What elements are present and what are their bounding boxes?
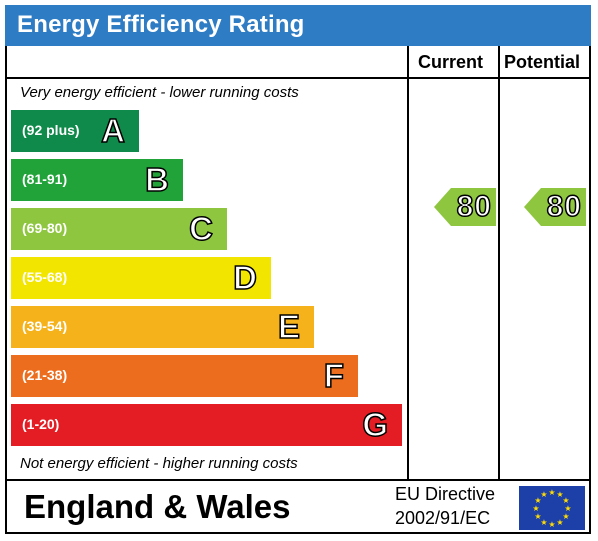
band-range: (55-68) [22, 269, 68, 285]
band-d: (55-68) D [11, 257, 271, 299]
band-range: (21-38) [22, 367, 68, 383]
svg-text:★: ★ [556, 518, 563, 527]
band-range: (81-91) [22, 171, 68, 187]
top-note: Very energy efficient - lower running co… [20, 84, 299, 101]
band-letter: G [362, 405, 389, 444]
title-bar: Energy Efficiency Rating [5, 5, 591, 46]
chart-title: Energy Efficiency Rating [17, 11, 305, 38]
bottom-note: Not energy efficient - higher running co… [20, 455, 298, 472]
svg-text:★: ★ [562, 512, 569, 521]
band-range: (1-20) [22, 416, 60, 432]
potential-column-left-divider [498, 46, 500, 480]
eu-flag-icon: ★ ★ ★ ★ ★ ★ ★ ★ ★ ★ ★ ★ [519, 486, 585, 530]
band-range: (92 plus) [22, 122, 80, 138]
band-c: (69-80) C [11, 208, 227, 250]
band-letter: C [188, 209, 213, 248]
band-f: (21-38) F [11, 355, 358, 397]
directive-line-2: 2002/91/EC [395, 508, 491, 528]
potential-rating-arrow: 80 [524, 188, 586, 226]
header-divider [5, 77, 591, 79]
band-a: (92 plus) A [11, 110, 139, 152]
arrow-shape-icon [524, 188, 586, 226]
svg-text:★: ★ [562, 496, 569, 505]
svg-text:★: ★ [556, 490, 563, 499]
region-label: England & Wales [24, 488, 291, 525]
band-letter: B [144, 160, 169, 199]
potential-column-header: Potential [504, 52, 581, 72]
svg-text:★: ★ [548, 520, 555, 529]
band-e: (39-54) E [11, 306, 314, 348]
band-b: (81-91) B [11, 159, 183, 201]
band-letter: A [100, 111, 125, 150]
band-letter: D [232, 258, 257, 297]
svg-text:★: ★ [534, 496, 541, 505]
svg-text:★: ★ [534, 512, 541, 521]
svg-text:★: ★ [540, 490, 547, 499]
current-rating-value: 80 [456, 189, 492, 224]
current-rating-arrow: 80 [434, 188, 496, 226]
footer-divider [5, 479, 591, 481]
band-range: (69-80) [22, 220, 68, 236]
band-g: (1-20) G [11, 404, 402, 446]
band-range: (39-54) [22, 318, 68, 334]
svg-text:★: ★ [540, 518, 547, 527]
eu-stars-icon: ★ ★ ★ ★ ★ ★ ★ ★ ★ ★ ★ ★ [532, 488, 571, 529]
band-letter: E [277, 307, 301, 346]
svg-text:★: ★ [564, 504, 571, 513]
current-column-header: Current [418, 52, 484, 72]
current-column-left-divider [407, 46, 409, 480]
arrow-shape-icon [434, 188, 496, 226]
band-letter: F [323, 356, 345, 395]
svg-text:★: ★ [548, 488, 555, 497]
directive-line-1: EU Directive [395, 484, 496, 504]
potential-rating-value: 80 [546, 189, 582, 224]
svg-text:★: ★ [532, 504, 539, 513]
